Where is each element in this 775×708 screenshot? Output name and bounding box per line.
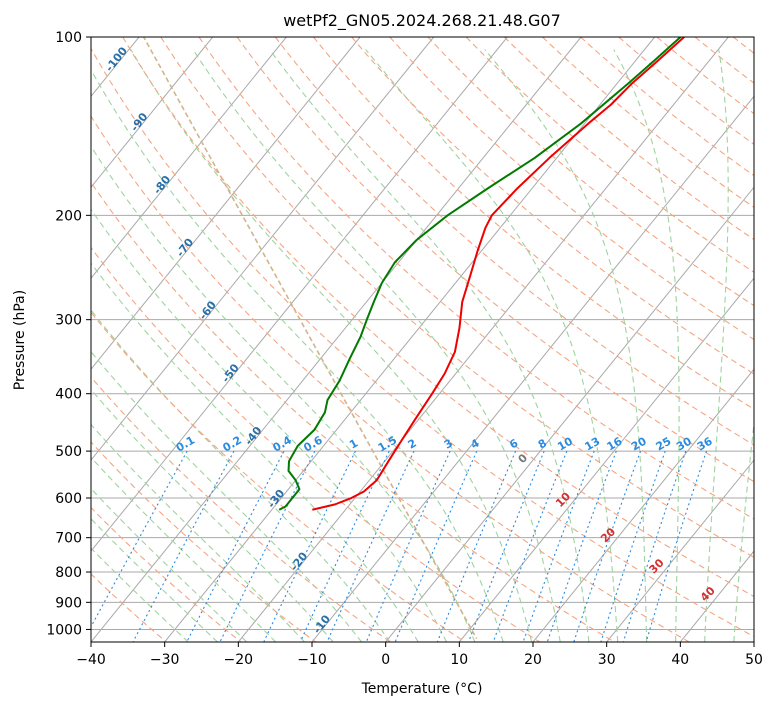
moist-adiabat-line: [91, 423, 305, 642]
x-tick-label: 20: [524, 652, 542, 668]
mixing-ratio-line: [546, 450, 617, 642]
moist-adiabat-line: [192, 49, 561, 642]
mixing-ratio-line: [573, 450, 642, 642]
y-tick-label: 400: [55, 387, 82, 403]
dry-adiabat-line: [122, 37, 754, 598]
moist-adiabat-line: [613, 49, 680, 642]
mixing-ratio-line: [263, 450, 356, 642]
moist-adiabat-line: [91, 388, 334, 642]
mixing-ratio-line: [219, 450, 316, 642]
plot-frame: [90, 36, 755, 643]
y-axis: 100 200 300 400 500 600 700 800 900 1000: [46, 30, 91, 638]
moist-adiabat-line: [91, 487, 248, 642]
mixing-ratio-line: [622, 450, 687, 642]
moist-adiabat-line: [91, 262, 419, 642]
moist-adiabat-line: [91, 68, 504, 642]
isotherm-line: [753, 641, 754, 642]
moist-adiabat-line: [733, 418, 754, 642]
dry-adiabat-line: [503, 37, 754, 241]
moist-adiabat-line: [484, 49, 648, 642]
dry-adiabat-line: [771, 37, 775, 642]
dry-adiabat-line: [91, 181, 615, 642]
moist-adiabat-line: [91, 350, 362, 642]
isotherm-line: [385, 186, 754, 642]
profiles: [278, 37, 685, 511]
isotherm-line: [0, 37, 65, 642]
dry-adiabat-line: [274, 37, 754, 446]
moist-adiabat-line: [91, 456, 277, 642]
grid: [0, 37, 754, 642]
y-axis-title: Pressure (hPa): [12, 290, 28, 390]
x-tick-label: −40: [76, 652, 106, 668]
mixing-ratio-line: [645, 450, 708, 642]
dry-adiabat-line: [91, 47, 754, 638]
mixing-ratio-line: [492, 450, 568, 642]
dry-adiabat-line: [91, 376, 391, 642]
dry-adiabat-line: [351, 37, 754, 375]
chart-title: wetPf2_GN05.2024.268.21.48.G07: [283, 11, 561, 31]
x-tick-label: −10: [297, 652, 327, 668]
mixing-ratio-line: [132, 450, 235, 642]
isotherm-line: [91, 37, 508, 552]
moist-adiabat-line: [91, 309, 391, 642]
moist-adiabat-line: [91, 518, 218, 642]
y-tick-label: 700: [55, 531, 82, 547]
temperature-profile: [312, 37, 685, 511]
dry-adiabat-line: [91, 246, 541, 642]
moist-adiabat-line: [91, 145, 476, 642]
x-axis-title: Temperature (°C): [361, 681, 483, 697]
y-tick-label: 200: [55, 208, 82, 224]
isotherm-line: [311, 95, 754, 642]
y-tick-label: 600: [55, 491, 82, 507]
dry-adiabat-line: [389, 37, 754, 341]
mixing-ratio-line: [600, 450, 666, 642]
isotherm-line: [91, 37, 361, 370]
dry-adiabat-line: [91, 441, 317, 642]
dry-adiabats: [91, 37, 775, 642]
dry-adiabat-line: [236, 37, 754, 483]
moist-adiabat-line: [365, 49, 619, 642]
y-tick-label: 100: [55, 30, 82, 46]
isotherm-line: [91, 37, 287, 280]
isotherm-line: [606, 459, 754, 642]
x-tick-label: 10: [450, 652, 468, 668]
isotherm-line: [91, 37, 435, 461]
x-tick-label: −30: [150, 652, 180, 668]
y-tick-label: 300: [55, 313, 82, 329]
dry-adiabat-line: [618, 37, 754, 146]
y-tick-label: 900: [55, 595, 82, 611]
x-tick-label: 50: [745, 652, 763, 668]
y-tick-label: 800: [55, 565, 82, 581]
isotherm-line: [532, 368, 754, 642]
mixing-ratio-line: [467, 450, 545, 642]
dry-adiabat-line: [542, 37, 754, 208]
moist-adiabat-line: [91, 547, 189, 642]
x-tick-label: −20: [224, 652, 254, 668]
mixing-ratio-line: [91, 450, 188, 628]
dry-adiabat-line: [427, 37, 754, 307]
moist-adiabats: [91, 37, 754, 642]
dry-adiabat-line: [313, 37, 754, 410]
isotherm-line: [458, 277, 754, 642]
dry-adiabat-line: [91, 115, 690, 642]
dewpoint-profile: [278, 37, 682, 511]
x-tick-label: 40: [671, 652, 689, 668]
mixing-ratio-line: [326, 450, 415, 642]
y-tick-label: 500: [55, 444, 82, 460]
dry-adiabat-line: [91, 311, 466, 642]
moist-adiabat-line: [704, 49, 729, 642]
mixing-ratio-line: [186, 450, 285, 642]
x-axis: −40 −30 −20 −10 0 10 20 30 40 50: [76, 642, 763, 668]
y-tick-label: 1000: [46, 622, 82, 638]
x-tick-label: 30: [598, 652, 616, 668]
moist-adiabat-line: [130, 49, 533, 642]
x-tick-label: 0: [381, 652, 390, 668]
isotherm-line: [91, 37, 214, 189]
isotherm-line: [237, 37, 729, 642]
dry-adiabat-line: [160, 37, 754, 558]
